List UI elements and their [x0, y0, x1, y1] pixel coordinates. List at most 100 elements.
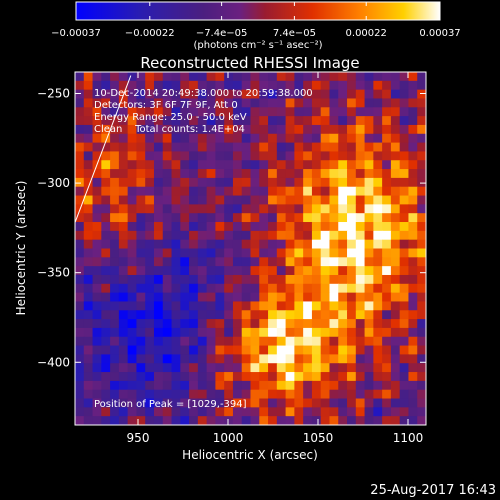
heatmap-cell	[136, 407, 146, 417]
heatmap-cell	[110, 222, 120, 232]
heatmap-cell	[92, 124, 102, 135]
heatmap-cell	[153, 133, 164, 144]
heatmap-cell	[153, 248, 164, 258]
heatmap-cell	[215, 266, 225, 276]
heatmap-cell	[320, 186, 331, 197]
solar-limb-line	[75, 75, 132, 223]
heatmap-cell	[232, 195, 243, 205]
heatmap-cell	[189, 327, 199, 338]
heatmap-cell	[206, 389, 217, 400]
heatmap-cell	[224, 248, 234, 258]
heatmap-cell	[197, 319, 208, 329]
heatmap-cell	[311, 160, 322, 170]
heatmap-cell	[136, 222, 146, 232]
heatmap-cell	[364, 301, 374, 311]
heatmap-cell	[259, 301, 269, 311]
heatmap-cell	[180, 248, 190, 258]
heatmap-cell	[329, 363, 339, 373]
heatmap-cell	[101, 389, 111, 400]
heatmap-cell	[364, 195, 374, 205]
heatmap-cell	[329, 204, 339, 214]
heatmap-cell	[145, 124, 155, 135]
heatmap-cell	[399, 407, 410, 417]
heatmap-cell	[417, 372, 426, 382]
heatmap-cell	[355, 380, 366, 391]
heatmap-cell	[382, 116, 392, 126]
heatmap-cell	[382, 248, 392, 258]
heatmap-cell	[206, 107, 217, 117]
heatmap-cell	[268, 257, 278, 267]
heatmap-cell	[285, 266, 295, 276]
heatmap-cell	[364, 310, 374, 320]
heatmap-cell	[224, 80, 234, 91]
heatmap-cell	[408, 222, 418, 232]
heatmap-cell	[285, 310, 295, 320]
heatmap-cell	[92, 213, 102, 223]
heatmap-cell	[382, 124, 392, 135]
heatmap-cell	[329, 292, 339, 303]
heatmap-cell	[250, 160, 260, 170]
heatmap-cell	[329, 151, 339, 161]
heatmap-cell	[224, 177, 234, 188]
heatmap-cell	[329, 98, 339, 108]
heatmap-cells	[75, 72, 426, 425]
colorbar-units-label: (photons cm⁻² s⁻¹ asec⁻²)	[193, 40, 322, 51]
heatmap-cell	[417, 274, 426, 285]
heatmap-cell	[197, 257, 208, 267]
heatmap-cell	[153, 319, 164, 329]
heatmap-cell	[197, 230, 208, 241]
heatmap-cell	[285, 80, 295, 91]
heatmap-cell	[189, 98, 199, 108]
heatmap-cell	[83, 372, 94, 382]
heatmap-cell	[127, 107, 138, 117]
heatmap-cell	[285, 204, 295, 214]
heatmap-cell	[250, 407, 260, 417]
heatmap-cell	[382, 186, 392, 197]
heatmap-cell	[232, 169, 243, 179]
heatmap-cell	[232, 319, 243, 329]
heatmap-cell	[206, 142, 217, 153]
heatmap-cell	[101, 89, 111, 100]
heatmap-cell	[136, 301, 146, 311]
heatmap-cell	[197, 107, 208, 117]
heatmap-cell	[197, 124, 208, 135]
heatmap-cell	[382, 274, 392, 285]
heatmap-cell	[303, 89, 313, 100]
heatmap-cell	[145, 89, 155, 100]
heatmap-cell	[127, 274, 138, 285]
heatmap-cell	[294, 274, 304, 285]
heatmap-cell	[338, 116, 348, 126]
heatmap-cell	[417, 195, 426, 205]
heatmap-cell	[329, 142, 339, 153]
heatmap-cell	[92, 169, 102, 179]
colorbar-tick-label: 7.4e−05	[273, 28, 316, 39]
heatmap-cell	[355, 204, 366, 214]
heatmap-cell	[92, 177, 102, 188]
heatmap-cell	[171, 398, 181, 408]
heatmap-cell	[241, 283, 252, 294]
heatmap-cell	[92, 345, 102, 355]
heatmap-cell	[329, 336, 339, 347]
heatmap-cell	[189, 407, 199, 417]
heatmap-cell	[399, 169, 410, 179]
heatmap-cell	[285, 389, 295, 400]
heatmap-cell	[215, 186, 225, 197]
heatmap-cell	[399, 354, 410, 364]
heatmap-cell	[101, 142, 111, 153]
heatmap-cell	[329, 266, 339, 276]
heatmap-cell	[355, 186, 366, 197]
heatmap-cell	[373, 195, 383, 205]
heatmap-cell	[215, 319, 225, 329]
heatmap-cell	[355, 327, 366, 338]
heatmap-cell	[390, 177, 401, 188]
heatmap-cell	[276, 195, 287, 205]
heatmap-cell	[329, 380, 339, 391]
heatmap-cell	[232, 301, 243, 311]
heatmap-cell	[145, 80, 155, 91]
heatmap-cell	[250, 354, 260, 364]
heatmap-cell	[92, 195, 102, 205]
heatmap-cell	[303, 363, 313, 373]
heatmap-cell	[101, 319, 111, 329]
heatmap-cell	[110, 116, 120, 126]
heatmap-cell	[285, 248, 295, 258]
